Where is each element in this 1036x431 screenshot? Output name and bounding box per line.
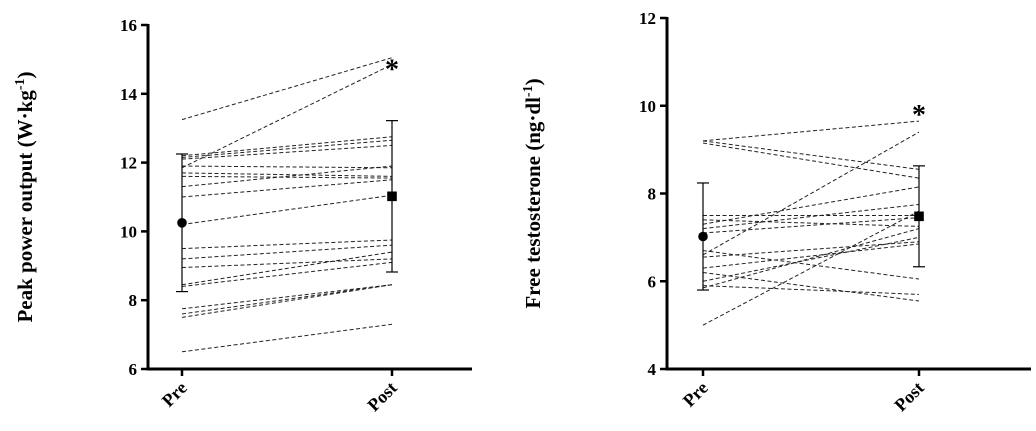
subject-line-13 xyxy=(702,271,920,302)
y-axis-title-text: Peak power output (W·kg xyxy=(13,90,37,323)
subject-line-6 xyxy=(702,186,920,225)
subject-line-17 xyxy=(181,284,393,310)
y-tick-label-14: 14 xyxy=(120,85,138,104)
mean-marker-post xyxy=(387,191,397,202)
subject-line-18 xyxy=(181,284,393,315)
subject-line-11 xyxy=(181,194,393,226)
subject-line-19 xyxy=(181,284,393,318)
y-tick-label-12: 12 xyxy=(639,9,656,28)
subject-line-7 xyxy=(181,172,393,177)
subject-line-17 xyxy=(702,210,920,326)
subject-line-16 xyxy=(181,261,393,287)
subject-line-15 xyxy=(702,285,920,295)
subject-line-4 xyxy=(181,139,393,158)
subject-line-15 xyxy=(181,251,393,286)
free-testosterone-chart: * 4 6 8 10 12 Pre Post Free testosterone (ng·dl-… xyxy=(521,9,1031,415)
subject-line-1 xyxy=(181,57,393,121)
y-axis-title-superscript: -1 xyxy=(521,85,536,97)
subject-line-11 xyxy=(702,241,920,258)
subject-line-16 xyxy=(702,228,920,289)
y-tick-label-8: 8 xyxy=(129,291,138,310)
y-axis-title-close: ) xyxy=(521,78,545,85)
subject-line-20 xyxy=(181,323,393,353)
subject-line-1 xyxy=(702,120,920,142)
y-tick-label-16: 16 xyxy=(120,16,137,35)
mean-marker-post xyxy=(914,211,924,222)
x-tick-label-pre: Pre xyxy=(679,378,712,411)
subject-line-14 xyxy=(702,236,920,282)
y-axis-title-superscript: -1 xyxy=(13,78,28,90)
y-tick-label-10: 10 xyxy=(639,97,656,116)
y-axis-title-text: Free testosterone (ng·dl xyxy=(521,97,545,309)
subject-line-3 xyxy=(702,142,920,179)
subject-line-5 xyxy=(181,144,393,160)
subject-line-8 xyxy=(181,175,393,179)
subject-line-10 xyxy=(702,131,920,256)
subject-line-9 xyxy=(702,250,920,280)
subject-line-3 xyxy=(181,136,393,157)
subject-line-14 xyxy=(181,258,393,269)
subject-line-2 xyxy=(702,140,920,170)
y-axis-title: Peak power output (W·kg-1) xyxy=(13,71,37,322)
subject-line-12 xyxy=(181,239,393,250)
subject-line-6 xyxy=(181,165,393,169)
y-tick-label-4: 4 xyxy=(648,360,657,379)
mean-marker-pre xyxy=(177,218,187,228)
y-axis-title: Free testosterone (ng·dl-1) xyxy=(521,78,545,308)
x-tick-label-post: Post xyxy=(363,378,400,415)
subject-line-5 xyxy=(702,219,920,227)
y-axis-title-close: ) xyxy=(13,71,37,78)
y-tick-label-8: 8 xyxy=(648,185,657,204)
subject-line-13 xyxy=(181,244,393,260)
y-tick-label-6: 6 xyxy=(648,272,657,291)
y-tick-label-6: 6 xyxy=(129,360,138,379)
subject-line-9 xyxy=(181,165,393,188)
x-tick-label-pre: Pre xyxy=(158,378,191,411)
subject-line-8 xyxy=(702,217,920,234)
subject-line-7 xyxy=(702,203,920,230)
y-tick-label-10: 10 xyxy=(120,222,137,241)
y-tick-label-12: 12 xyxy=(120,154,137,173)
subject-line-12 xyxy=(702,243,920,269)
subject-line-10 xyxy=(181,179,393,198)
x-tick-label-post: Post xyxy=(890,378,927,415)
significance-marker: * xyxy=(912,100,926,131)
significance-marker: * xyxy=(385,55,399,86)
peak-power-chart: * 6 8 10 12 14 16 Pre Post Peak power output (W·k… xyxy=(13,16,472,415)
mean-marker-pre xyxy=(698,231,708,242)
